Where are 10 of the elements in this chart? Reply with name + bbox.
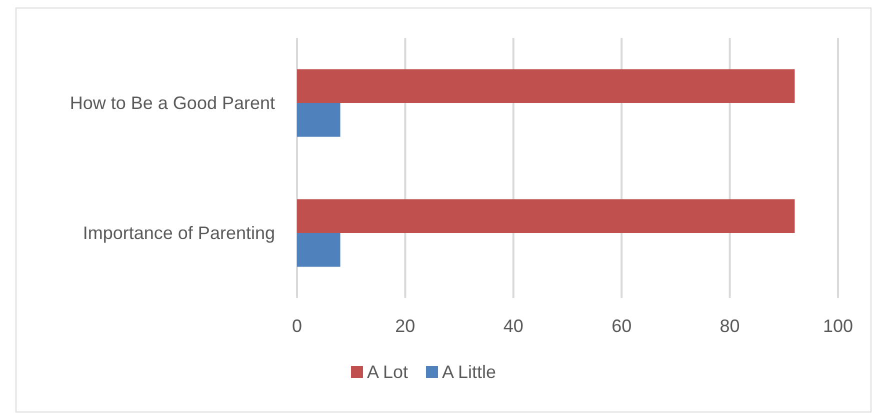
x-tick-label: 100 bbox=[822, 316, 854, 336]
x-tick-label: 40 bbox=[503, 316, 524, 336]
x-tick-label: 0 bbox=[292, 316, 302, 336]
x-tick-label: 20 bbox=[395, 316, 416, 336]
y-tick-label: Importance of Parenting bbox=[82, 223, 275, 243]
x-tick-label: 60 bbox=[612, 316, 632, 336]
y-tick-label: How to Be a Good Parent bbox=[70, 93, 275, 113]
legend-label: A Lot bbox=[367, 362, 408, 382]
legend-label: A Little bbox=[442, 362, 496, 382]
x-tick-label: 80 bbox=[720, 316, 740, 336]
